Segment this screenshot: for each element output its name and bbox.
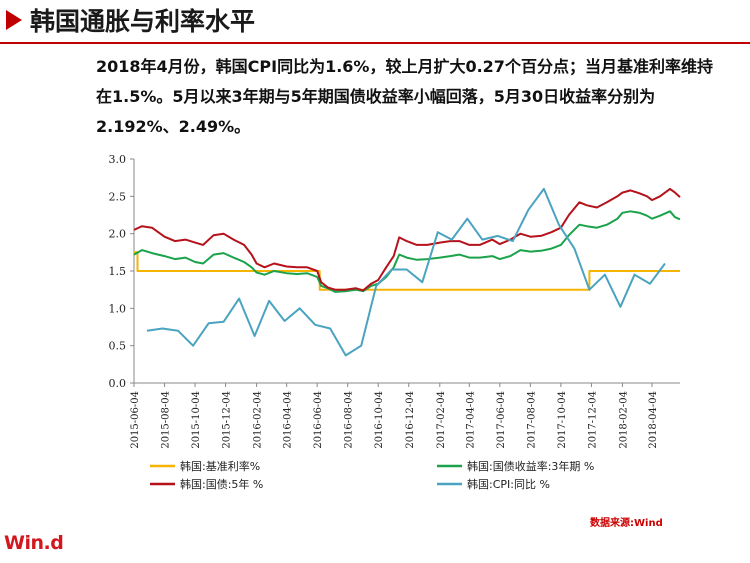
y-tick-label: 2.0 xyxy=(109,228,127,241)
x-tick-label: 2015-10-04 xyxy=(191,391,202,449)
x-tick-label: 2018-02-04 xyxy=(618,391,629,449)
x-tick-label: 2018-04-04 xyxy=(648,391,659,449)
x-tick-label: 2015-08-04 xyxy=(161,391,172,449)
x-tick-label: 2016-06-04 xyxy=(313,391,324,449)
x-tick-label: 2017-08-04 xyxy=(526,391,537,449)
title-bar: 韩国通胀与利率水平 xyxy=(0,0,750,44)
series-line-bond-5y xyxy=(133,187,681,292)
y-tick-label: 1.5 xyxy=(109,265,127,278)
x-tick-label: 2015-06-04 xyxy=(130,391,141,449)
x-tick-label: 2016-12-04 xyxy=(405,391,416,449)
x-tick-label: 2017-12-04 xyxy=(587,391,598,449)
x-tick-label: 2016-10-04 xyxy=(374,391,385,449)
summary-text: 2018年4月份，韩国CPI同比为1.6%，较上月扩大0.27个百分点；当月基准… xyxy=(96,57,713,136)
x-tick-label: 2016-02-04 xyxy=(253,391,264,449)
wind-logo: Win.d xyxy=(4,532,64,554)
legend-label-bond-3y: 韩国:国债收益率:3年期 % xyxy=(467,459,594,473)
x-tick-label: 2015-12-04 xyxy=(222,391,233,449)
series-line-bond-3y xyxy=(133,210,681,293)
legend-label-base-rate: 韩国:基准利率% xyxy=(180,459,260,473)
x-tick-label: 2016-04-04 xyxy=(283,391,294,449)
legend-label-bond-5y: 韩国:国债:5年 % xyxy=(180,477,263,491)
source-note: 数据来源:Wind xyxy=(590,518,663,529)
title-divider xyxy=(0,42,750,44)
y-tick-label: 1.0 xyxy=(109,302,127,315)
page-title: 韩国通胀与利率水平 xyxy=(30,7,256,36)
x-tick-label: 2017-10-04 xyxy=(557,391,568,449)
x-tick-label: 2017-04-04 xyxy=(465,391,476,449)
y-tick-label: 2.5 xyxy=(109,190,127,203)
y-tick-label: 0.0 xyxy=(109,377,127,390)
title-arrow-icon xyxy=(6,10,22,30)
series-line-cpi xyxy=(146,187,666,357)
x-tick-label: 2016-08-04 xyxy=(344,391,355,449)
x-tick-label: 2017-02-04 xyxy=(436,391,447,449)
y-tick-label: 0.5 xyxy=(109,340,127,353)
y-tick-label: 3.0 xyxy=(109,153,127,166)
x-tick-label: 2017-06-04 xyxy=(496,391,507,449)
legend-label-cpi: 韩国:CPI:同比 % xyxy=(467,477,550,491)
